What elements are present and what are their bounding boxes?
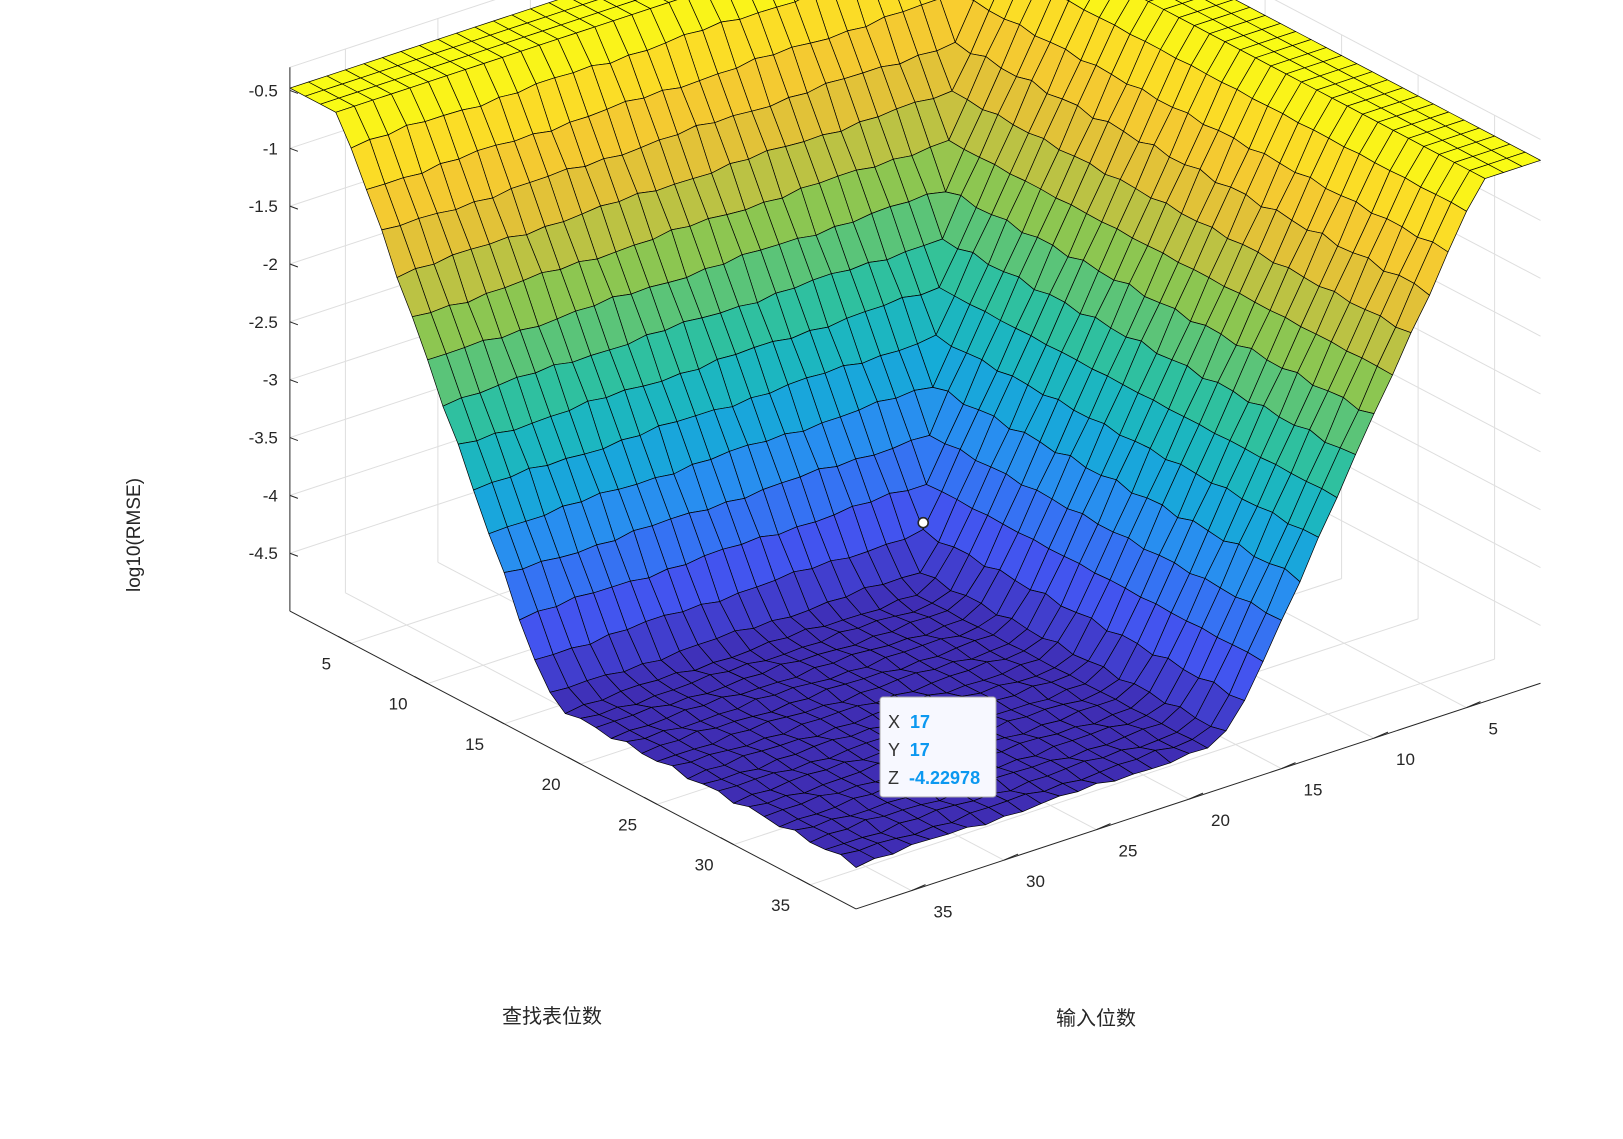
svg-text:Y 17: Y 17	[888, 740, 930, 760]
z-tick-label: -2	[263, 255, 278, 274]
x-tick-label: 35	[934, 903, 953, 922]
y-tick	[797, 878, 810, 885]
datatip-y-value: 17	[910, 740, 930, 760]
x-tick	[1189, 793, 1203, 799]
z-tick-label: -4	[263, 486, 278, 505]
y-tick	[338, 636, 351, 643]
datatip-marker[interactable]	[918, 518, 928, 528]
y-tick-label: 5	[322, 654, 331, 673]
x-tick	[912, 885, 926, 891]
y-tick	[415, 677, 428, 684]
z-tick-label: -1.5	[249, 197, 278, 216]
z-tick	[290, 264, 298, 267]
y-tick-label: 10	[389, 695, 408, 714]
y-axis-label: 查找表位数	[502, 1005, 602, 1028]
z-tick	[290, 148, 298, 151]
datatip-x-value: 17	[910, 712, 930, 732]
x-tick	[1004, 854, 1018, 860]
x-tick-label: 10	[1396, 750, 1415, 769]
x-tick-label: 20	[1211, 811, 1230, 830]
datatip-x-label: X	[888, 712, 900, 732]
x-tick-label: 25	[1119, 842, 1138, 861]
svg-text:Z -4.22978: Z -4.22978	[888, 768, 980, 788]
z-tick-label: -2.5	[249, 313, 278, 332]
z-tick	[290, 553, 298, 556]
x-tick-label: 15	[1304, 781, 1323, 800]
x-tick-label: 5	[1489, 720, 1498, 739]
x-tick	[1282, 763, 1296, 769]
z-tick	[290, 380, 298, 383]
x-tick-label: 30	[1026, 872, 1045, 891]
y-tick	[644, 797, 657, 804]
z-tick-label: -3	[263, 371, 278, 390]
x-tick	[1374, 732, 1388, 738]
z-tick	[290, 206, 298, 209]
y-tick-label: 15	[465, 735, 484, 754]
datatip-y-label: Y	[888, 740, 900, 760]
y-tick	[491, 717, 504, 724]
x-axis-label: 输入位数	[1056, 1007, 1136, 1030]
z-tick-label: -4.5	[249, 544, 278, 563]
datatip-z-value: -4.22978	[909, 768, 980, 788]
x-tick	[1467, 702, 1481, 708]
z-axis-label: log10(RMSE)	[124, 478, 145, 592]
y-tick-label: 25	[618, 815, 637, 834]
x-tick	[1097, 824, 1111, 830]
y-tick-label: 30	[695, 856, 714, 875]
z-tick-label: -1	[263, 139, 278, 158]
y-tick	[721, 838, 734, 845]
z-tick	[290, 438, 298, 441]
z-tick-label: -3.5	[249, 429, 278, 448]
datatip-z-label: Z	[888, 768, 899, 788]
y-tick-label: 35	[771, 896, 790, 915]
z-tick-label: -0.5	[249, 81, 278, 100]
z-tick	[290, 322, 298, 325]
y-tick	[568, 757, 581, 764]
z-tick	[290, 495, 298, 498]
y-tick-label: 20	[542, 775, 561, 794]
